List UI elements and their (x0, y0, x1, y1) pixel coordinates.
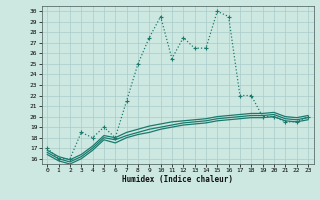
X-axis label: Humidex (Indice chaleur): Humidex (Indice chaleur) (122, 175, 233, 184)
